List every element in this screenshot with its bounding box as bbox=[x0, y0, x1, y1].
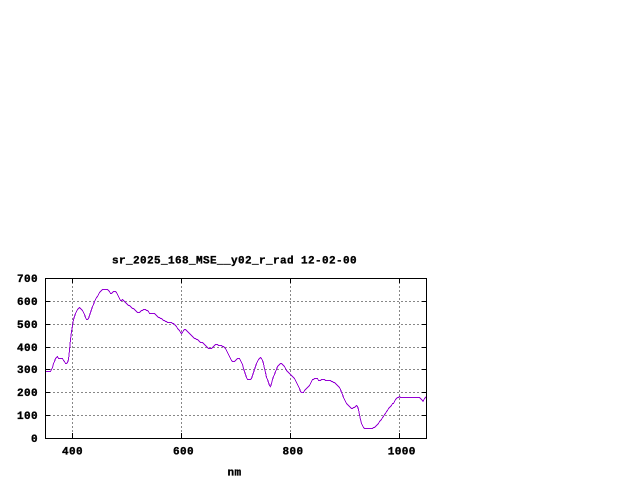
svg-text:700: 700 bbox=[17, 274, 38, 286]
svg-text:300: 300 bbox=[17, 365, 38, 377]
svg-text:0: 0 bbox=[31, 434, 38, 446]
svg-text:500: 500 bbox=[17, 320, 38, 332]
svg-text:600: 600 bbox=[17, 297, 38, 309]
svg-text:sr_2025_168_MSE__y02_r_rad 12-: sr_2025_168_MSE__y02_r_rad 12-02-00 bbox=[112, 255, 357, 267]
svg-text:200: 200 bbox=[17, 388, 38, 400]
svg-text:400: 400 bbox=[17, 343, 38, 355]
svg-text:1000: 1000 bbox=[388, 447, 416, 459]
svg-text:100: 100 bbox=[17, 411, 38, 423]
svg-text:nm: nm bbox=[227, 467, 241, 479]
svg-text:800: 800 bbox=[282, 447, 303, 459]
svg-text:400: 400 bbox=[62, 446, 83, 458]
svg-text:600: 600 bbox=[173, 446, 194, 458]
